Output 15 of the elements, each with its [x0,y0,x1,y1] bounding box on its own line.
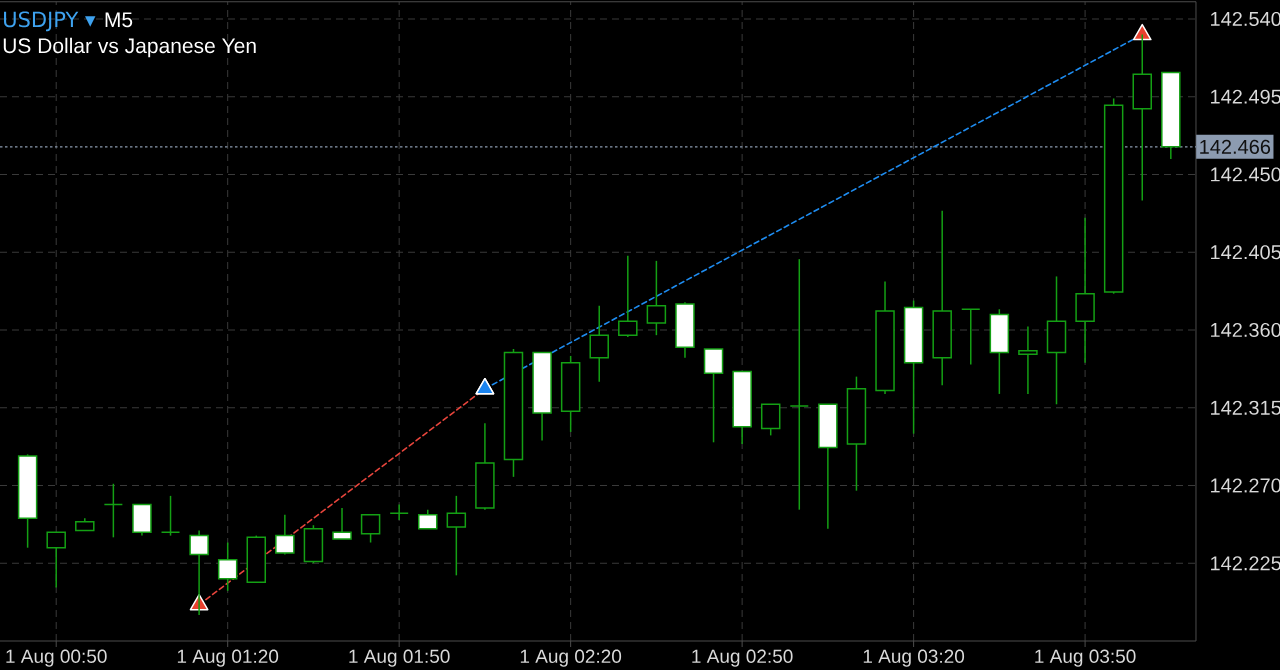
chart-title: USDJPY ▾ [4,11,96,32]
y-tick-label: 142.315 [1211,400,1280,415]
x-tick-label: 1 Aug 03:50 [1035,649,1136,667]
x-tick-label: 1 Aug 01:20 [177,649,279,667]
y-tick-label: 142.495 [1211,89,1280,104]
x-tick-label: 1 Aug 00:50 [6,649,107,667]
ref-line-label: 142.466 [1200,139,1271,154]
x-tick-label: 1 Aug 01:50 [349,649,450,667]
x-tick-label: 1 Aug 02:20 [520,649,622,667]
y-tick-label: 142.405 [1211,245,1280,260]
x-tick-label: 1 Aug 02:50 [692,649,793,667]
y-tick-label: 142.225 [1211,556,1280,571]
text: US Dollar vs Japanese Yen [3,37,256,58]
x-tick-label: 1 Aug 03:20 [863,649,965,667]
annotation: M5 [105,12,133,28]
